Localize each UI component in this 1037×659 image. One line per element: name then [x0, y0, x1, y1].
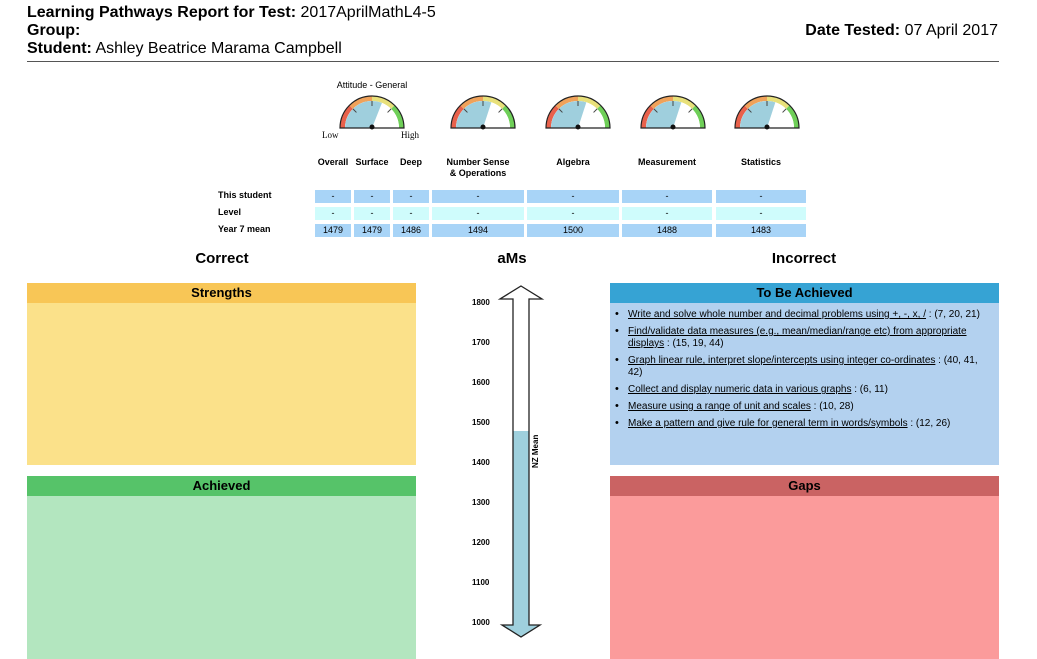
- score-cell: 1483: [716, 224, 806, 237]
- col-measurement: Measurement: [637, 157, 697, 167]
- objective-link[interactable]: Find/validate data measures (e.g., mean/…: [628, 326, 967, 349]
- scale-tick-label: 1400: [472, 458, 490, 467]
- gauge-statistics: [734, 95, 800, 130]
- scale-tick-label: 1800: [472, 298, 490, 307]
- scale-tick-label: 1100: [472, 578, 490, 587]
- objective-link[interactable]: Measure using a range of unit and scales: [628, 401, 811, 412]
- col-deep: Deep: [399, 157, 422, 167]
- objective-link[interactable]: Make a pattern and give rule for general…: [628, 418, 908, 429]
- score-cell: 1494: [432, 224, 524, 237]
- to-be-achieved-item: Measure using a range of unit and scales…: [615, 400, 991, 413]
- gaps-box: Gaps: [610, 476, 999, 659]
- score-cell: -: [527, 207, 619, 220]
- score-cell: 1479: [315, 224, 351, 237]
- score-cell: -: [432, 190, 524, 203]
- score-cell: -: [393, 207, 429, 220]
- scale-tick-label: 1500: [472, 418, 490, 427]
- gaps-title: Gaps: [610, 476, 999, 496]
- heading-incorrect: Incorrect: [771, 250, 837, 267]
- to-be-achieved-item: Write and solve whole number and decimal…: [615, 308, 991, 321]
- to-be-achieved-list: Write and solve whole number and decimal…: [610, 303, 999, 430]
- gauge-number-sense: [450, 95, 516, 130]
- nz-mean-label: NZ Mean: [531, 434, 540, 468]
- score-cell: 1486: [393, 224, 429, 237]
- question-refs: : (40, 41, 42): [628, 355, 978, 378]
- scale-tick-label: 1700: [472, 338, 490, 347]
- scale-tick-label: 1000: [472, 618, 490, 627]
- to-be-achieved-item: Find/validate data measures (e.g., mean/…: [615, 325, 991, 350]
- score-cell: -: [716, 190, 806, 203]
- scale-tick-label: 1200: [472, 538, 490, 547]
- gauge-attitude: [339, 95, 405, 130]
- gauge-low-label: Low: [322, 130, 339, 140]
- to-be-achieved-item: Make a pattern and give rule for general…: [615, 417, 991, 430]
- col-statistics: Statistics: [740, 157, 782, 167]
- to-be-achieved-box: To Be Achieved Write and solve whole num…: [610, 283, 999, 465]
- achieved-box: Achieved: [27, 476, 416, 659]
- strengths-box: Strengths: [27, 283, 416, 465]
- score-cell: 1500: [527, 224, 619, 237]
- gauge-caption: Attitude - General: [336, 80, 408, 90]
- scale-outline: [497, 285, 545, 638]
- row-label-level: Level: [218, 207, 242, 217]
- scale-tick-label: 1300: [472, 498, 490, 507]
- strengths-title: Strengths: [27, 283, 416, 303]
- score-cell: 1479: [354, 224, 390, 237]
- row-label-this-student: This student: [218, 190, 272, 200]
- score-cell: -: [432, 207, 524, 220]
- header-divider: [27, 61, 999, 62]
- to-be-achieved-item: Graph linear rule, interpret slope/inter…: [615, 354, 991, 379]
- score-cell: -: [315, 207, 351, 220]
- question-refs: : (10, 28): [810, 401, 854, 412]
- gauge-high-label: High: [401, 130, 419, 140]
- achieved-title: Achieved: [27, 476, 416, 496]
- score-cell: -: [393, 190, 429, 203]
- report-title: Learning Pathways Report for Test: 2017A…: [27, 4, 436, 21]
- scale-tick-label: 1600: [472, 378, 490, 387]
- col-number-sense: Number Sense & Operations: [446, 157, 510, 178]
- row-label-year7-mean: Year 7 mean: [218, 224, 271, 234]
- score-cell: 1488: [622, 224, 712, 237]
- score-cell: -: [622, 207, 712, 220]
- gauge-measurement: [640, 95, 706, 130]
- score-cell: -: [716, 207, 806, 220]
- student-line: Student: Ashley Beatrice Marama Campbell: [27, 40, 342, 57]
- heading-ams: aMs: [497, 250, 527, 267]
- question-refs: : (7, 20, 21): [926, 309, 980, 320]
- question-refs: : (6, 11): [851, 384, 888, 395]
- score-cell: -: [354, 207, 390, 220]
- group-line: Group:: [27, 22, 81, 39]
- col-overall: Overall: [317, 157, 349, 167]
- col-algebra: Algebra: [556, 157, 590, 167]
- objective-link[interactable]: Graph linear rule, interpret slope/inter…: [628, 355, 936, 366]
- objective-link[interactable]: Write and solve whole number and decimal…: [628, 309, 927, 320]
- col-surface: Surface: [355, 157, 389, 167]
- to-be-achieved-title: To Be Achieved: [610, 283, 999, 303]
- question-refs: : (12, 26): [907, 418, 951, 429]
- scale-fill: [502, 431, 540, 637]
- score-cell: -: [527, 190, 619, 203]
- score-cell: -: [622, 190, 712, 203]
- objective-link[interactable]: Collect and display numeric data in vari…: [628, 384, 852, 395]
- heading-correct: Correct: [195, 250, 249, 267]
- gauge-algebra: [545, 95, 611, 130]
- question-refs: : (15, 19, 44): [664, 338, 724, 349]
- score-cell: -: [354, 190, 390, 203]
- score-cell: -: [315, 190, 351, 203]
- to-be-achieved-item: Collect and display numeric data in vari…: [615, 383, 991, 396]
- date-tested: Date Tested: 07 April 2017: [805, 22, 998, 39]
